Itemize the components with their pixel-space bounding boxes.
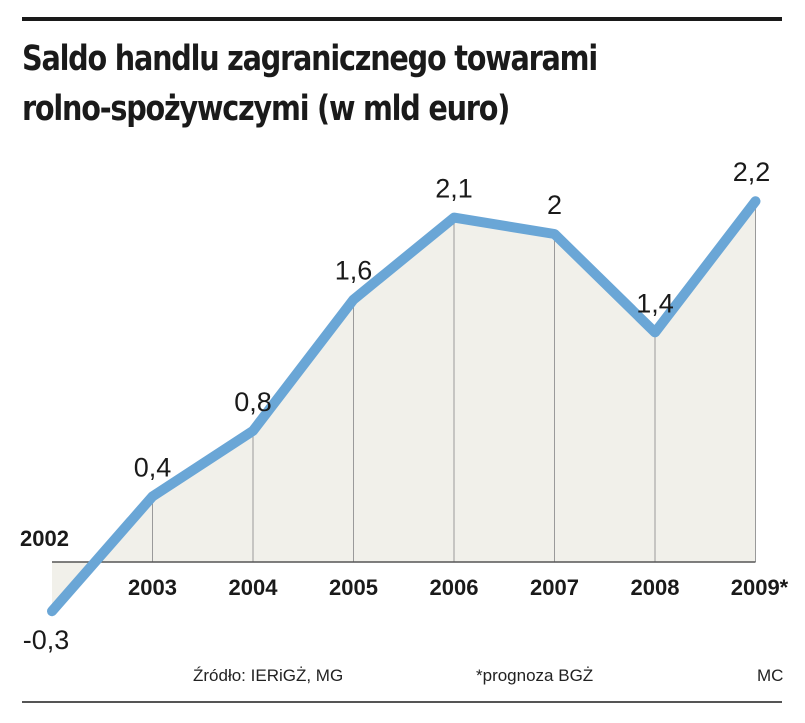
data-label: 2 bbox=[547, 190, 562, 220]
x-tick-label: 2007 bbox=[530, 575, 579, 600]
chart-title: Saldo handlu zagranicznego towarami roln… bbox=[22, 34, 645, 134]
data-label: 2,2 bbox=[733, 157, 771, 187]
data-label: -0,3 bbox=[23, 625, 70, 655]
top-rule bbox=[22, 17, 782, 21]
data-label: 2,1 bbox=[435, 174, 473, 204]
x-tick-label: 2009* bbox=[731, 575, 789, 600]
source-note: Źródło: IERiGŻ, MG bbox=[193, 666, 344, 685]
author-credit: MC bbox=[757, 666, 784, 685]
forecast-note: *prognoza BGŻ bbox=[476, 666, 594, 685]
x-tick-label: 2006 bbox=[430, 575, 479, 600]
area-fill bbox=[52, 201, 756, 612]
bottom-rule bbox=[22, 701, 782, 703]
x-tick-label: 2002 bbox=[20, 526, 69, 551]
chart-title-line-1: Saldo handlu zagranicznego towarami bbox=[22, 39, 598, 79]
series-line bbox=[47, 196, 761, 617]
chart-title-line-2: rolno-spożywczymi (w mld euro) bbox=[22, 89, 510, 129]
x-tick-label: 2003 bbox=[128, 575, 177, 600]
x-tick-label: 2005 bbox=[329, 575, 378, 600]
x-tick-label: 2008 bbox=[631, 575, 680, 600]
data-label: 0,8 bbox=[234, 387, 272, 417]
data-label: 0,4 bbox=[134, 452, 172, 482]
data-label: 1,6 bbox=[335, 256, 373, 286]
x-tick-label: 2004 bbox=[229, 575, 279, 600]
data-label: 1,4 bbox=[636, 288, 674, 318]
